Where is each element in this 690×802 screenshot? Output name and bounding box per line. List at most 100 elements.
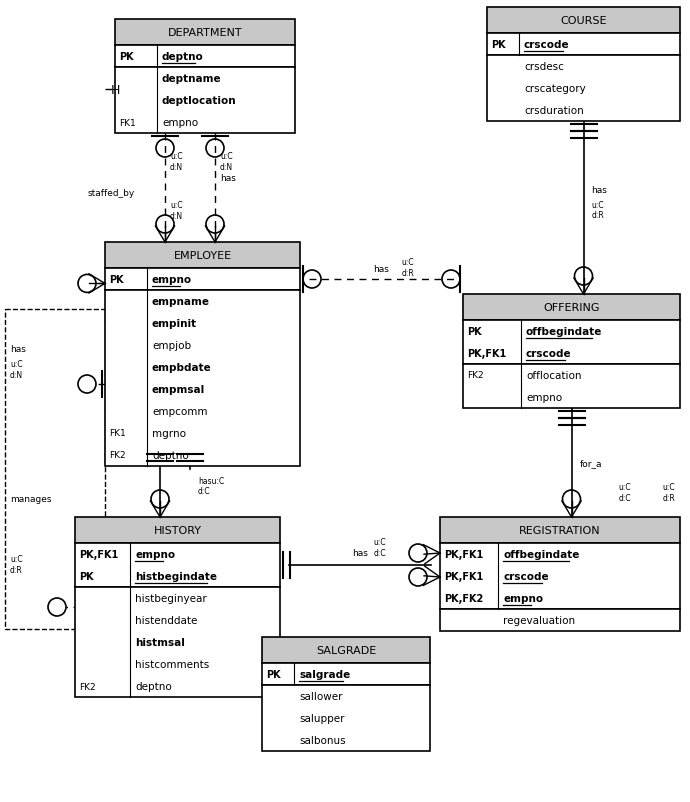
Text: PK,FK1: PK,FK1	[444, 571, 483, 581]
Text: empinit: empinit	[152, 318, 197, 329]
Text: deptlocation: deptlocation	[162, 96, 237, 106]
Text: regevaluation: regevaluation	[503, 615, 575, 626]
Text: deptno: deptno	[135, 681, 172, 691]
Bar	[105, 243, 300, 269]
Text: empno: empno	[162, 118, 198, 128]
Text: empjob: empjob	[152, 341, 191, 350]
Bar	[463, 321, 680, 365]
Text: has: has	[220, 174, 236, 183]
Text: u:C
d:N: u:C d:N	[170, 152, 183, 172]
Text: REGISTRATION: REGISTRATION	[519, 525, 601, 535]
Text: empmsal: empmsal	[152, 384, 205, 395]
Text: PK,FK2: PK,FK2	[444, 593, 483, 603]
Text: histcomments: histcomments	[135, 659, 209, 669]
Text: deptno: deptno	[162, 52, 204, 62]
Text: H: H	[111, 83, 120, 96]
Text: salupper: salupper	[299, 713, 344, 723]
Text: salbonus: salbonus	[299, 735, 346, 745]
Text: OFFERING: OFFERING	[543, 302, 600, 313]
Text: FK2: FK2	[79, 682, 96, 691]
Bar	[262, 663, 430, 685]
Bar	[262, 638, 430, 663]
Text: u:C
d:R: u:C d:R	[591, 200, 604, 220]
Text: histbegindate: histbegindate	[135, 571, 217, 581]
Bar	[115, 46, 295, 68]
Text: u:C
d:R: u:C d:R	[402, 258, 415, 277]
Text: PK: PK	[491, 40, 506, 50]
Text: has: has	[10, 345, 26, 354]
Bar	[5, 310, 105, 630]
Bar	[105, 290, 300, 467]
Text: deptname: deptname	[162, 74, 221, 84]
Text: histmsal: histmsal	[135, 638, 185, 647]
Text: PK: PK	[79, 571, 94, 581]
Bar	[105, 269, 300, 290]
Text: empno: empno	[152, 274, 192, 285]
Text: offbegindate: offbegindate	[503, 549, 580, 559]
Text: u:C
d:C: u:C d:C	[374, 537, 386, 557]
Text: DEPARTMENT: DEPARTMENT	[168, 28, 242, 38]
Text: SALGRADE: SALGRADE	[316, 645, 376, 655]
Text: FK2: FK2	[109, 451, 126, 460]
Text: u:C
d:R: u:C d:R	[662, 483, 675, 502]
Bar	[463, 365, 680, 408]
Bar	[115, 68, 295, 134]
Text: empno: empno	[135, 549, 175, 559]
Text: u:C
d:N: u:C d:N	[220, 152, 233, 172]
Text: COURSE: COURSE	[560, 16, 607, 26]
Text: PK: PK	[467, 326, 482, 337]
Text: u:C
d:N: u:C d:N	[10, 360, 23, 379]
Text: PK: PK	[266, 669, 281, 679]
Text: manages: manages	[10, 495, 52, 504]
Text: deptno: deptno	[152, 451, 189, 460]
Bar	[487, 56, 680, 122]
Text: crscode: crscode	[524, 40, 570, 50]
Bar	[75, 543, 280, 587]
Text: EMPLOYEE: EMPLOYEE	[173, 251, 232, 261]
Text: PK,FK1: PK,FK1	[79, 549, 118, 559]
Text: histbeginyear: histbeginyear	[135, 593, 207, 603]
Text: d:C: d:C	[198, 487, 210, 496]
Text: FK2: FK2	[467, 371, 484, 380]
Text: offbegindate: offbegindate	[526, 326, 602, 337]
Text: histenddate: histenddate	[135, 615, 197, 626]
Text: empname: empname	[152, 297, 210, 306]
Text: has: has	[352, 549, 368, 558]
Bar	[440, 543, 680, 610]
Text: offlocation: offlocation	[526, 371, 582, 380]
Text: PK: PK	[109, 274, 124, 285]
Text: crscategory: crscategory	[524, 84, 586, 94]
Text: empbdate: empbdate	[152, 363, 212, 373]
Text: crscode: crscode	[503, 571, 549, 581]
Text: FK1: FK1	[119, 119, 136, 128]
Bar	[487, 8, 680, 34]
Text: HISTORY: HISTORY	[153, 525, 201, 535]
Text: empno: empno	[526, 392, 562, 403]
Bar	[487, 34, 680, 56]
Text: FK1: FK1	[109, 429, 126, 438]
Text: has: has	[591, 186, 607, 195]
Text: mgrno: mgrno	[152, 428, 186, 439]
Bar	[75, 517, 280, 543]
Text: u:C
d:C: u:C d:C	[619, 483, 631, 502]
Text: for_a: for_a	[580, 459, 602, 468]
Bar	[115, 20, 295, 46]
Text: empno: empno	[503, 593, 543, 603]
Text: sallower: sallower	[299, 691, 342, 701]
Text: crsduration: crsduration	[524, 106, 584, 115]
Text: staffed_by: staffed_by	[88, 188, 135, 198]
Text: crscode: crscode	[526, 349, 571, 358]
Text: salgrade: salgrade	[299, 669, 351, 679]
Bar	[440, 517, 680, 543]
Bar	[440, 610, 680, 631]
Bar	[463, 294, 680, 321]
Text: PK,FK1: PK,FK1	[467, 349, 506, 358]
Text: u:C
d:N: u:C d:N	[170, 201, 183, 221]
Bar	[75, 587, 280, 697]
Text: PK: PK	[119, 52, 134, 62]
Text: empcomm: empcomm	[152, 407, 208, 416]
Bar	[262, 685, 430, 751]
Text: u:C
d:R: u:C d:R	[10, 555, 23, 574]
Text: crsdesc: crsdesc	[524, 62, 564, 72]
Text: PK,FK1: PK,FK1	[444, 549, 483, 559]
